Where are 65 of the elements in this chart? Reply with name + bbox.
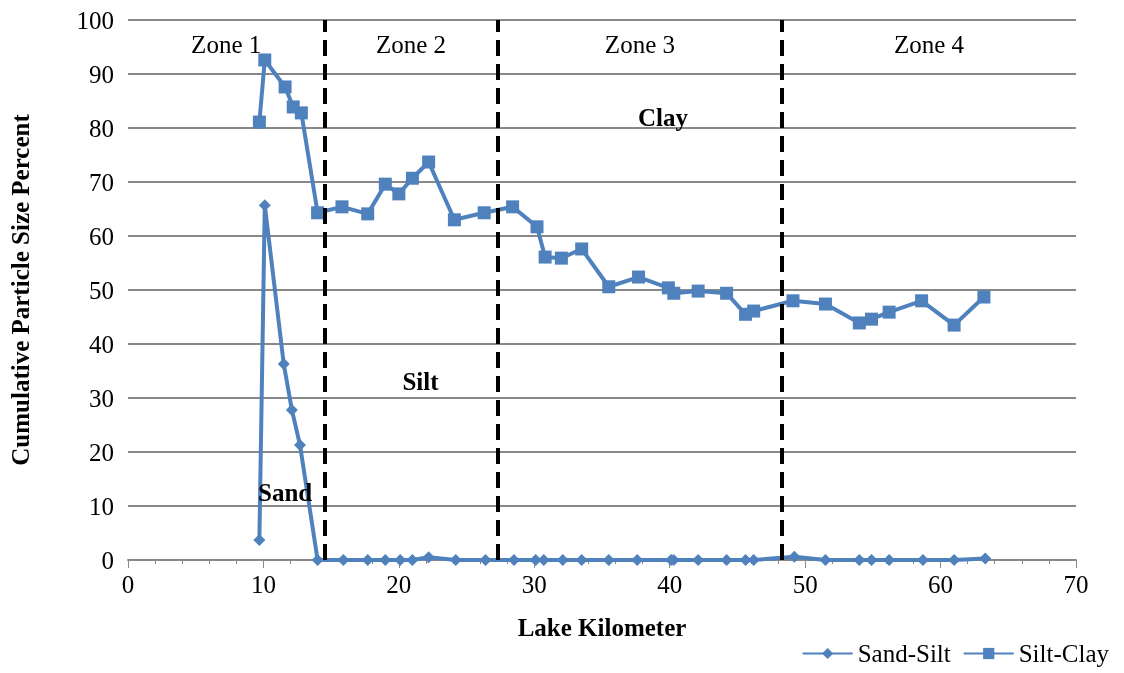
y-tick-label: 70 (89, 168, 114, 196)
y-tick-label: 0 (101, 546, 114, 574)
point (667, 286, 681, 300)
point (422, 551, 435, 564)
legend-label: Silt-Clay (1018, 640, 1110, 667)
point (405, 171, 419, 185)
y-tick-label: 100 (76, 6, 114, 34)
point (477, 206, 491, 220)
point (786, 294, 800, 308)
point (852, 316, 866, 330)
point (720, 286, 734, 300)
point (311, 206, 325, 220)
point (865, 312, 878, 326)
y-tick-label: 40 (89, 330, 114, 358)
point (882, 305, 896, 319)
x-tick-label: 10 (250, 571, 276, 598)
y-tick-label: 90 (89, 60, 114, 88)
point (506, 200, 520, 214)
point (554, 251, 568, 265)
point (447, 213, 461, 227)
y-tick-label: 60 (89, 222, 114, 250)
point (747, 304, 761, 318)
point (422, 155, 436, 169)
point (335, 200, 349, 214)
y-tick-label: 10 (89, 492, 114, 520)
x-tick-label: 0 (121, 571, 135, 598)
point (575, 242, 589, 256)
y-tick-label: 30 (89, 384, 114, 412)
point (915, 294, 929, 308)
point (252, 115, 266, 129)
point (530, 220, 544, 234)
x-axis-title: Lake Kilometer (517, 614, 687, 641)
point (538, 250, 552, 264)
point (278, 80, 292, 94)
x-tick-label: 70 (1063, 571, 1089, 598)
y-tick-label: 50 (89, 276, 114, 304)
x-tick-label: 40 (657, 571, 683, 598)
point (602, 280, 616, 294)
y-tick-label: 80 (89, 114, 114, 142)
x-tick-label: 20 (386, 571, 412, 598)
annotation: Zone 1 (191, 31, 262, 59)
point (947, 318, 961, 332)
x-tick-label: 50 (792, 571, 818, 598)
legend-label: Sand-Silt (857, 640, 951, 667)
point (258, 53, 272, 67)
point (378, 177, 392, 191)
point (788, 550, 801, 563)
point (977, 290, 991, 304)
point (253, 534, 266, 547)
point (361, 207, 375, 221)
point (293, 438, 306, 451)
annotation: Zone 3 (604, 31, 675, 59)
y-tick-label: 20 (89, 438, 114, 466)
annotation: Zone 2 (375, 31, 447, 59)
point (632, 270, 646, 284)
point (818, 297, 832, 311)
point (392, 187, 406, 201)
annotation: Zone 4 (894, 31, 965, 59)
x-tick-label: 30 (521, 571, 547, 598)
annotation: Clay (637, 103, 689, 131)
point (294, 106, 308, 120)
y-axis-title: Cumulative Particle Size Percent (7, 113, 34, 466)
annotation: Silt (402, 368, 440, 396)
point (691, 284, 705, 298)
x-tick-label: 60 (928, 571, 954, 598)
